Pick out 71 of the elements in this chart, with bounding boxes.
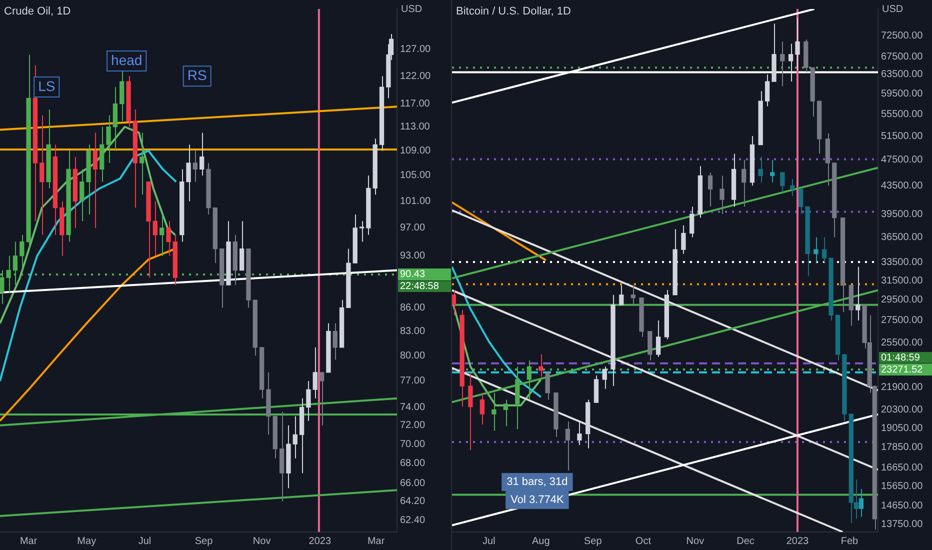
- annotation: Vol 3.774K: [510, 494, 564, 506]
- y-tick-label: 29500.00: [881, 294, 924, 306]
- y-tick-label: 31500.00: [881, 275, 924, 286]
- x-tick-label: Feb: [840, 536, 859, 547]
- y-tick-label: 101.00: [400, 196, 432, 207]
- y-tick-label: 127.00: [400, 44, 432, 56]
- y-tick-label: 86.00: [400, 302, 426, 314]
- x-tick-label: Aug: [532, 536, 550, 547]
- y-tick-label: 63500.00: [881, 69, 924, 80]
- x-tick-label: 2023: [308, 536, 332, 547]
- y-tick-label: 55500.00: [881, 108, 924, 120]
- x-tick-label: Oct: [635, 536, 652, 547]
- y-tick-label: 62.40: [400, 514, 426, 526]
- y-axis-title: USD: [401, 4, 422, 15]
- annotation: RS: [187, 66, 207, 83]
- y-tick-label: 117.00: [400, 98, 430, 110]
- y-tick-label: 13750.00: [881, 518, 924, 530]
- y-tick-label: 14650.00: [881, 500, 924, 512]
- y-tick-label: 43500.00: [881, 180, 924, 192]
- x-tick-label: May: [77, 536, 96, 547]
- y-tick-label: 72500.00: [881, 30, 924, 42]
- text: 22:48:58: [400, 281, 440, 292]
- x-tick-label: Nov: [252, 536, 271, 547]
- x-tick-label: 2023: [786, 536, 810, 547]
- annotation: 31 bars, 31d: [506, 476, 568, 488]
- y-tick-label: 64.20: [400, 496, 426, 508]
- y-tick-label: 66.00: [400, 478, 426, 489]
- y-tick-label: 72.00: [400, 420, 426, 432]
- y-tick-label: 109.00: [400, 145, 432, 156]
- y-tick-label: 122.00: [400, 70, 432, 82]
- y-tick-label: 20300.00: [881, 404, 924, 416]
- y-tick-label: 36500.00: [881, 232, 924, 243]
- x-tick-label: Sep: [584, 536, 602, 547]
- chart-title: Bitcoin / U.S. Dollar, 1D: [456, 6, 571, 18]
- x-tick-label: Jul: [138, 536, 152, 547]
- y-tick-label: 68.00: [400, 458, 426, 470]
- y-tick-label: 25500.00: [881, 337, 924, 348]
- ref-line-label: 90.43: [400, 269, 426, 280]
- y-tick-label: 51500.00: [881, 130, 924, 142]
- y-tick-label: 67500.00: [881, 51, 924, 62]
- y-tick-label: 80.00: [400, 350, 426, 362]
- y-tick-label: 74.00: [400, 402, 426, 414]
- y-tick-label: 59500.00: [881, 88, 924, 100]
- x-tick-label: Dec: [736, 536, 754, 547]
- y-tick-label: 27500.00: [881, 315, 924, 326]
- y-tick-label: 113.00: [400, 122, 430, 133]
- ref-line-label: 23271.52: [881, 364, 924, 376]
- x-tick-label: Mar: [20, 536, 38, 547]
- y-tick-label: 16650.00: [881, 462, 924, 474]
- x-tick-label: Sep: [194, 536, 214, 547]
- y-tick-label: 15650.00: [881, 480, 924, 492]
- text: 01:48:59: [881, 352, 920, 364]
- y-tick-label: 70.00: [400, 438, 426, 450]
- y-tick-label: 47500.00: [881, 154, 924, 166]
- y-tick-label: 33500.00: [881, 257, 924, 268]
- x-tick-label: Mar: [367, 536, 386, 547]
- y-tick-label: 97.00: [400, 222, 426, 234]
- y-axis-title: USD: [882, 4, 904, 15]
- x-tick-label: Jul: [482, 536, 496, 547]
- chart-title: Crude Oil, 1D: [4, 6, 71, 18]
- y-tick-label: 83.00: [400, 326, 426, 337]
- y-tick-label: 105.00: [400, 170, 432, 182]
- y-tick-label: 17850.00: [881, 442, 924, 454]
- annotation: head: [111, 52, 142, 68]
- annotation: LS: [38, 78, 56, 94]
- y-tick-label: 19050.00: [881, 423, 924, 434]
- y-tick-label: 93.00: [400, 250, 426, 262]
- y-tick-label: 39500.00: [881, 208, 924, 220]
- y-tick-label: 21900.00: [881, 382, 924, 394]
- x-tick-label: Nov: [686, 536, 704, 547]
- y-tick-label: 77.00: [400, 376, 426, 387]
